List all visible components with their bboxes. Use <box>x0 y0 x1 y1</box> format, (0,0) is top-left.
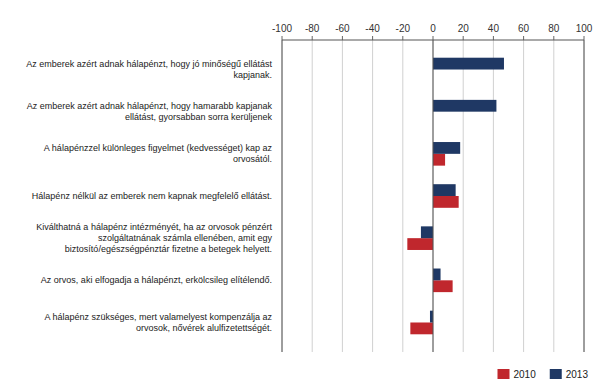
bar <box>433 184 456 196</box>
tick-mark <box>463 36 464 40</box>
chart: -100 -80 -60 -40 -20 0 20 40 60 80 100 Az emberek a… <box>0 0 600 392</box>
tick-mark <box>372 36 373 40</box>
grid-line <box>523 40 524 352</box>
tick-mark <box>402 36 403 40</box>
grid-line <box>493 40 494 352</box>
category-label: Hálapénz nélkül az emberek nem kapnak me… <box>32 191 272 201</box>
bar <box>433 280 453 292</box>
tick-mark <box>584 36 585 40</box>
bars <box>407 58 504 335</box>
tick-label: 60 <box>518 23 530 34</box>
bar <box>433 154 445 166</box>
tick-label: 100 <box>576 23 593 34</box>
grid-line <box>463 40 464 352</box>
tick-label: -60 <box>335 23 350 34</box>
tick-label: 40 <box>488 23 500 34</box>
bar <box>433 58 504 70</box>
bar <box>407 238 433 250</box>
axis-line <box>584 40 585 352</box>
tick-mark <box>312 36 313 40</box>
tick-mark <box>493 36 494 40</box>
tick-mark <box>523 36 524 40</box>
bar <box>433 269 441 281</box>
tick-label: -20 <box>396 23 411 34</box>
grid-line <box>282 40 283 352</box>
legend-label: 2013 <box>566 369 589 380</box>
zero-line <box>433 40 434 352</box>
tick-mark <box>433 36 434 40</box>
category-label: Kiválthatná a hálapénz intézményét, ha a… <box>36 222 272 254</box>
category-label: Az emberek azért adnak hálapénzt, hogy h… <box>27 101 273 122</box>
legend-swatch <box>550 369 562 379</box>
grid-line <box>584 40 585 352</box>
grid-line <box>433 40 434 352</box>
bar <box>421 226 433 238</box>
category-label: Az emberek azért adnak hálapénzt, hogy j… <box>26 59 272 80</box>
tick-label: -80 <box>305 23 320 34</box>
grid-line <box>312 40 313 352</box>
grid-line <box>553 40 554 352</box>
tick-label: 80 <box>548 23 560 34</box>
bar <box>433 142 460 154</box>
bar <box>433 100 496 112</box>
category-label: A hálapénzzel különleges figyelmet (kedv… <box>44 143 273 164</box>
bar <box>433 196 459 208</box>
tick-label: -100 <box>272 23 292 34</box>
grid-line <box>372 40 373 352</box>
category-label: A hálapénz szükséges, mert valamelyest k… <box>44 312 272 333</box>
grid-line <box>402 40 403 352</box>
legend-item: 2013 <box>550 369 589 380</box>
tick-mark <box>553 36 554 40</box>
legend-item: 2010 <box>498 369 537 380</box>
legend-label: 2010 <box>514 369 537 380</box>
grid-line <box>342 40 343 352</box>
grid <box>282 40 584 352</box>
tick-mark <box>342 36 343 40</box>
legend-swatch <box>498 369 510 379</box>
legend: 2010 2013 <box>498 369 589 380</box>
axis-line <box>282 40 283 352</box>
category-label: Az orvos, aki elfogadja a hálapénzt, erk… <box>41 275 272 285</box>
tick-label: 20 <box>458 23 470 34</box>
tick-label: 0 <box>430 23 436 34</box>
bar <box>410 322 433 334</box>
tick-mark <box>282 36 283 40</box>
tick-label: -40 <box>365 23 380 34</box>
